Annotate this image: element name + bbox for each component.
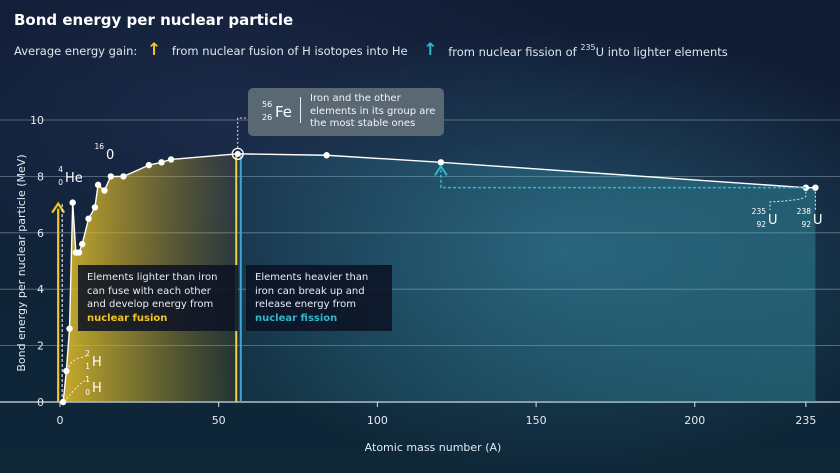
- iron-note-text: Iron and the other elements in its group…: [310, 93, 436, 129]
- data-point: [101, 187, 108, 194]
- data-point: [323, 152, 330, 159]
- label-u235: 235 92 U: [752, 207, 778, 229]
- fission-gain-arrow: [440, 169, 806, 189]
- data-point: [69, 199, 76, 206]
- iron-point: [234, 150, 241, 157]
- fission-area: [237, 153, 816, 402]
- label-he-z: 0: [58, 178, 63, 187]
- y-tick-label: 8: [37, 170, 44, 183]
- label-h1-mass: 1: [85, 375, 90, 384]
- label-he-symbol: He: [65, 171, 83, 186]
- legend-fusion-text: from nuclear fusion of H isotopes into H…: [171, 44, 408, 58]
- label-h2-symbol: H: [92, 355, 102, 370]
- label-h2-mass: 2: [85, 349, 90, 358]
- label-h1: 1 0 H: [85, 375, 102, 397]
- label-o16: 160: [94, 142, 114, 163]
- data-point: [167, 156, 175, 163]
- data-point: [437, 159, 445, 166]
- y-tick-label: 4: [37, 283, 44, 296]
- iron-note-divider: [300, 97, 301, 123]
- fission-box-text: Elements heavier than iron can break up …: [255, 272, 369, 310]
- label-u238-symbol: U: [813, 213, 823, 228]
- legend-fission-text: from nuclear fission of 235U into lighte…: [448, 43, 728, 59]
- x-tick-label: 235: [795, 414, 816, 427]
- legend: Average energy gain: ↑ from nuclear fusi…: [14, 40, 728, 61]
- label-u238-z: 92: [801, 220, 811, 229]
- y-tick-label: 2: [37, 340, 44, 353]
- iron-leader-line: [237, 117, 248, 148]
- label-h2: 2 1 H: [85, 349, 102, 371]
- data-point: [107, 173, 114, 180]
- u235-leader: [769, 187, 807, 210]
- label-he-mass: 4: [58, 165, 63, 174]
- y-tick-label: 10: [30, 114, 44, 127]
- label-h1-symbol: H: [92, 381, 102, 396]
- iron-note-box: [248, 88, 444, 136]
- legend-lead: Average energy gain:: [14, 44, 138, 58]
- x-tick-label: 200: [684, 414, 705, 427]
- h1-leader: [63, 379, 89, 403]
- data-point: [145, 161, 153, 169]
- iron-mass: 56: [262, 100, 273, 109]
- fission-gain-arrowhead: [434, 164, 448, 176]
- fission-info-box: Elements heavier than iron can break up …: [246, 265, 392, 331]
- label-he: 4 0 He: [58, 165, 83, 187]
- label-u238-mass: 238: [797, 207, 812, 216]
- fusion-info-box: Elements lighter than iron can fuse with…: [78, 265, 238, 331]
- label-u235-z: 92: [756, 220, 766, 229]
- x-axis-label: Atomic mass number (A): [365, 441, 502, 454]
- data-point: [79, 240, 86, 248]
- data-point: [66, 325, 73, 332]
- fission-highlight: nuclear fission: [255, 312, 338, 324]
- fission-arrow-icon: ↑: [423, 40, 438, 60]
- data-point: [75, 249, 83, 256]
- fusion-arrow-icon: ↑: [146, 40, 162, 60]
- data-point: [59, 398, 67, 406]
- label-o16-symbol: 0: [106, 148, 114, 163]
- label-h2-z: 1: [85, 362, 90, 371]
- data-point: [120, 173, 127, 180]
- label-u235-symbol: U: [768, 213, 778, 228]
- x-tick-label: 100: [367, 414, 388, 427]
- h2-leader: [66, 354, 89, 372]
- label-u238: 238 92 U: [797, 207, 823, 229]
- y-tick-label: 6: [37, 227, 44, 240]
- data-point: [63, 367, 70, 375]
- iron-symbol: Fe: [275, 103, 293, 121]
- label-h1-z: 0: [85, 388, 90, 397]
- data-point: [91, 204, 99, 211]
- iron-point-ring: [231, 147, 244, 160]
- label-o16-mass: 16: [94, 142, 104, 151]
- y-tick-label: 0: [37, 396, 44, 409]
- data-point: [94, 181, 102, 189]
- iron-z: 26: [262, 113, 273, 122]
- fusion-highlight: nuclear fusion: [87, 312, 168, 324]
- x-tick-label: 150: [526, 414, 547, 427]
- label-u235-mass: 235: [752, 207, 767, 216]
- data-point: [85, 215, 92, 222]
- fusion-box-text: Elements lighter than iron can fuse with…: [87, 272, 218, 310]
- data-point: [158, 159, 165, 166]
- chart-title: Bond energy per nuclear particle: [14, 11, 294, 29]
- y-axis-label: Bond energy per nuclear particle (MeV): [15, 154, 28, 371]
- x-tick-label: 0: [57, 414, 64, 427]
- x-tick-label: 50: [212, 414, 226, 427]
- iron-label: 56 26 Fe: [262, 99, 302, 129]
